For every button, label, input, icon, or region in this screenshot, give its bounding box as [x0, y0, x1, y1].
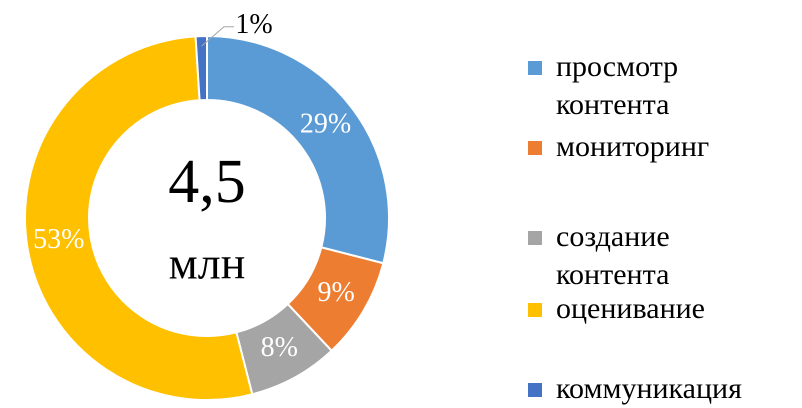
- legend-swatch: [528, 141, 542, 155]
- legend-item: мониторинг: [528, 128, 770, 166]
- legend-item: оценивание: [528, 290, 770, 328]
- donut-slice: [194, 34, 208, 102]
- data-label: 53%: [33, 224, 84, 255]
- leader-line: [201, 26, 234, 47]
- legend-label: просмотр контента: [556, 50, 679, 121]
- data-label: 9%: [317, 277, 354, 308]
- legend-label: мониторинг: [556, 130, 710, 163]
- legend-swatch: [528, 61, 542, 75]
- legend-swatch: [528, 303, 542, 317]
- legend-swatch: [528, 383, 542, 397]
- legend-swatch: [528, 231, 542, 245]
- center-value: 4,5: [168, 148, 246, 216]
- data-label: 8%: [261, 332, 298, 363]
- data-label: 1%: [235, 9, 272, 40]
- legend-label: коммуникация: [556, 372, 742, 405]
- donut-slice: [24, 35, 254, 401]
- center-unit: млн: [169, 238, 246, 289]
- data-label: 29%: [300, 108, 351, 139]
- donut-slice: [206, 34, 390, 265]
- legend-item: коммуникация: [528, 370, 770, 408]
- legend-item: создание контента: [528, 218, 770, 294]
- legend-item: просмотр контента: [528, 48, 770, 124]
- legend-label: оценивание: [556, 292, 705, 325]
- legend-label: создание контента: [556, 220, 670, 291]
